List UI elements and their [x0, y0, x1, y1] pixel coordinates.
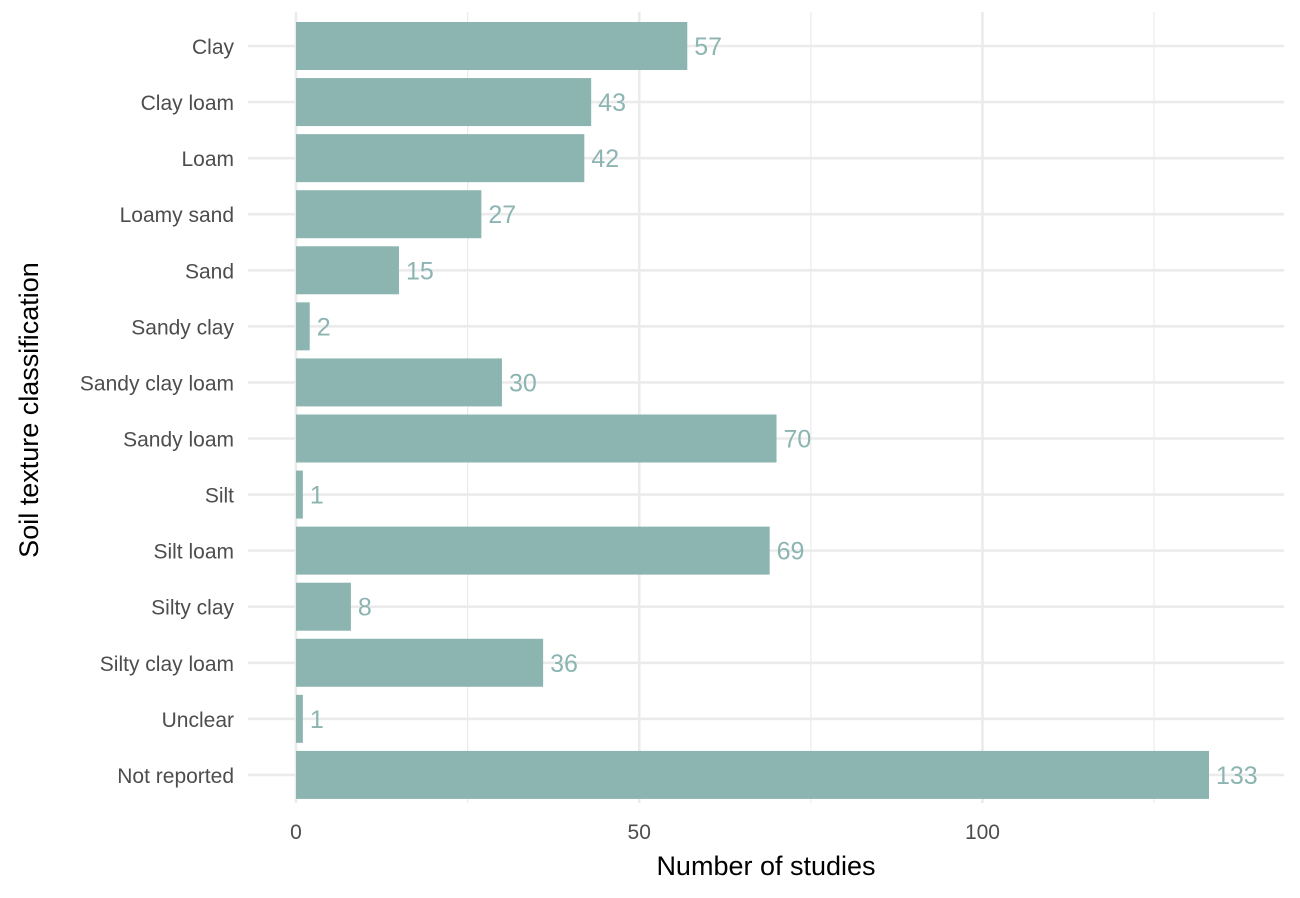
bar	[296, 22, 688, 70]
x-tick-label: 0	[290, 821, 302, 844]
y-tick-label: Clay loam	[141, 92, 234, 115]
x-tick-label: 50	[628, 821, 651, 844]
y-tick-label: Silt loam	[153, 541, 234, 564]
bar	[296, 78, 592, 127]
data-label: 57	[694, 33, 722, 61]
bar	[296, 526, 770, 575]
data-label: 1	[310, 482, 324, 510]
data-label: 42	[591, 145, 619, 173]
bar	[296, 638, 544, 687]
y-tick-label: Silty clay loam	[100, 653, 234, 676]
data-label: 70	[784, 425, 812, 453]
bar	[296, 246, 399, 295]
bar	[296, 414, 777, 463]
data-label: 43	[598, 89, 626, 117]
data-label: 8	[358, 594, 372, 622]
y-tick-label: Sand	[185, 260, 234, 283]
bar	[296, 694, 303, 743]
bar	[296, 302, 310, 351]
bar	[296, 582, 351, 631]
y-tick-label: Loam	[181, 148, 234, 171]
bar	[296, 358, 502, 407]
bar	[296, 470, 303, 519]
y-tick-label: Sandy loam	[123, 428, 234, 451]
data-label: 27	[488, 201, 516, 229]
bar	[296, 134, 585, 183]
y-tick-label: Silt	[205, 485, 234, 508]
data-label: 15	[406, 257, 434, 285]
y-tick-label: Clay	[192, 36, 235, 59]
data-labels: 57 43 42 27 15 2 30 70 1 69 8 36 1 133	[310, 33, 1258, 790]
y-axis-tick-labels: Clay Clay loam Loam Loamy sand Sand Sandy cla…	[80, 36, 235, 788]
x-axis-title: Number of studies	[656, 851, 875, 881]
bars	[296, 22, 1209, 799]
y-tick-label: Silty clay	[151, 597, 234, 620]
y-tick-label: Sandy clay loam	[80, 372, 234, 395]
y-tick-label: Not reported	[117, 765, 234, 788]
data-label: 30	[509, 369, 537, 397]
data-label: 36	[550, 650, 578, 678]
y-tick-label: Loamy sand	[120, 204, 234, 227]
y-tick-label: Unclear	[162, 709, 234, 732]
y-axis-title: Soil texture classification	[14, 262, 44, 558]
data-label: 69	[777, 538, 805, 566]
x-tick-label: 100	[965, 821, 1000, 844]
y-tick-label: Sandy clay	[131, 316, 234, 339]
data-label: 2	[317, 313, 331, 341]
bar	[296, 190, 482, 239]
data-label: 133	[1216, 762, 1258, 790]
data-label: 1	[310, 706, 324, 734]
x-axis-tick-labels: 0 50 100	[290, 821, 1000, 844]
bar	[296, 750, 1209, 799]
